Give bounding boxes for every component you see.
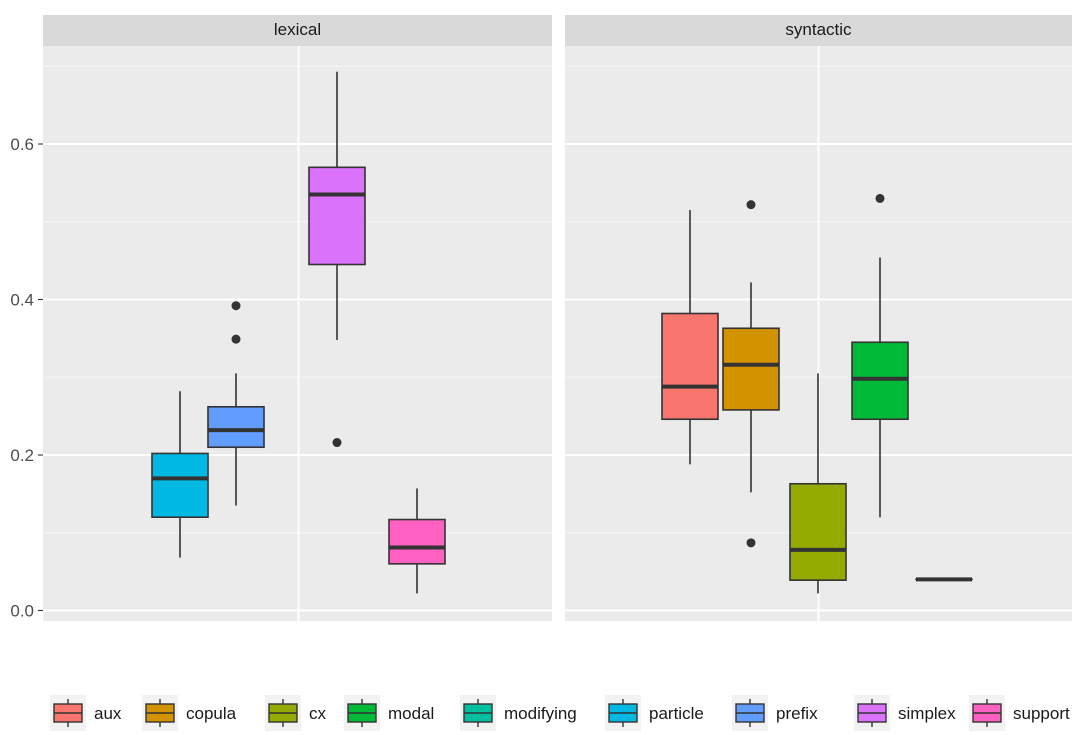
- legend-item-modifying: modifying: [460, 695, 577, 731]
- iqr-box: [722, 327, 780, 411]
- y-tick-label: 0.6: [10, 135, 34, 154]
- legend-label: simplex: [898, 704, 956, 723]
- y-tick-label: 0.0: [10, 602, 34, 621]
- outlier-point: [746, 200, 756, 210]
- legend-label: copula: [186, 704, 237, 723]
- box-syntactic-aux: [661, 210, 719, 465]
- iqr-box: [308, 166, 366, 266]
- legend-item-prefix: prefix: [732, 695, 818, 731]
- outlier-point: [875, 193, 885, 203]
- legend-item-particle: particle: [605, 695, 704, 731]
- box-lexical-support: [388, 488, 446, 594]
- outlier-point: [231, 301, 241, 311]
- legend-label: particle: [649, 704, 704, 723]
- legend-label: modifying: [504, 704, 577, 723]
- box-syntactic-copula: [722, 200, 780, 548]
- box-lexical-particle: [151, 391, 209, 558]
- legend-label: cx: [309, 704, 327, 723]
- y-tick-label: 0.2: [10, 446, 34, 465]
- iqr-box: [388, 518, 446, 565]
- box-lexical-prefix: [207, 301, 265, 506]
- y-tick-label: 0.4: [10, 291, 34, 310]
- legend-label: prefix: [776, 704, 818, 723]
- facet-label-syntactic: syntactic: [785, 20, 852, 39]
- iqr-box: [151, 452, 209, 519]
- iqr-box: [207, 405, 265, 449]
- outlier-point: [746, 538, 756, 548]
- legend-item-support: support: [969, 695, 1070, 731]
- iqr-box: [789, 482, 847, 581]
- box-syntactic-modal: [851, 193, 909, 518]
- facet-label-lexical: lexical: [274, 20, 321, 39]
- legend-item-cx: cx: [265, 695, 327, 731]
- outlier-point: [231, 334, 241, 344]
- box-syntactic-cx: [789, 373, 847, 594]
- legend-label: support: [1013, 704, 1070, 723]
- legend-label: modal: [388, 704, 434, 723]
- legend-item-aux: aux: [50, 695, 122, 731]
- facet-strip: [43, 15, 552, 46]
- legend-item-modal: modal: [344, 695, 434, 731]
- box-lexical-simplex: [308, 71, 366, 448]
- facet-strip: [565, 15, 1072, 46]
- legend-item-simplex: simplex: [854, 695, 956, 731]
- iqr-box: [661, 312, 719, 421]
- outlier-point: [332, 438, 342, 448]
- legend-label: aux: [94, 704, 122, 723]
- legend-item-copula: copula: [142, 695, 237, 731]
